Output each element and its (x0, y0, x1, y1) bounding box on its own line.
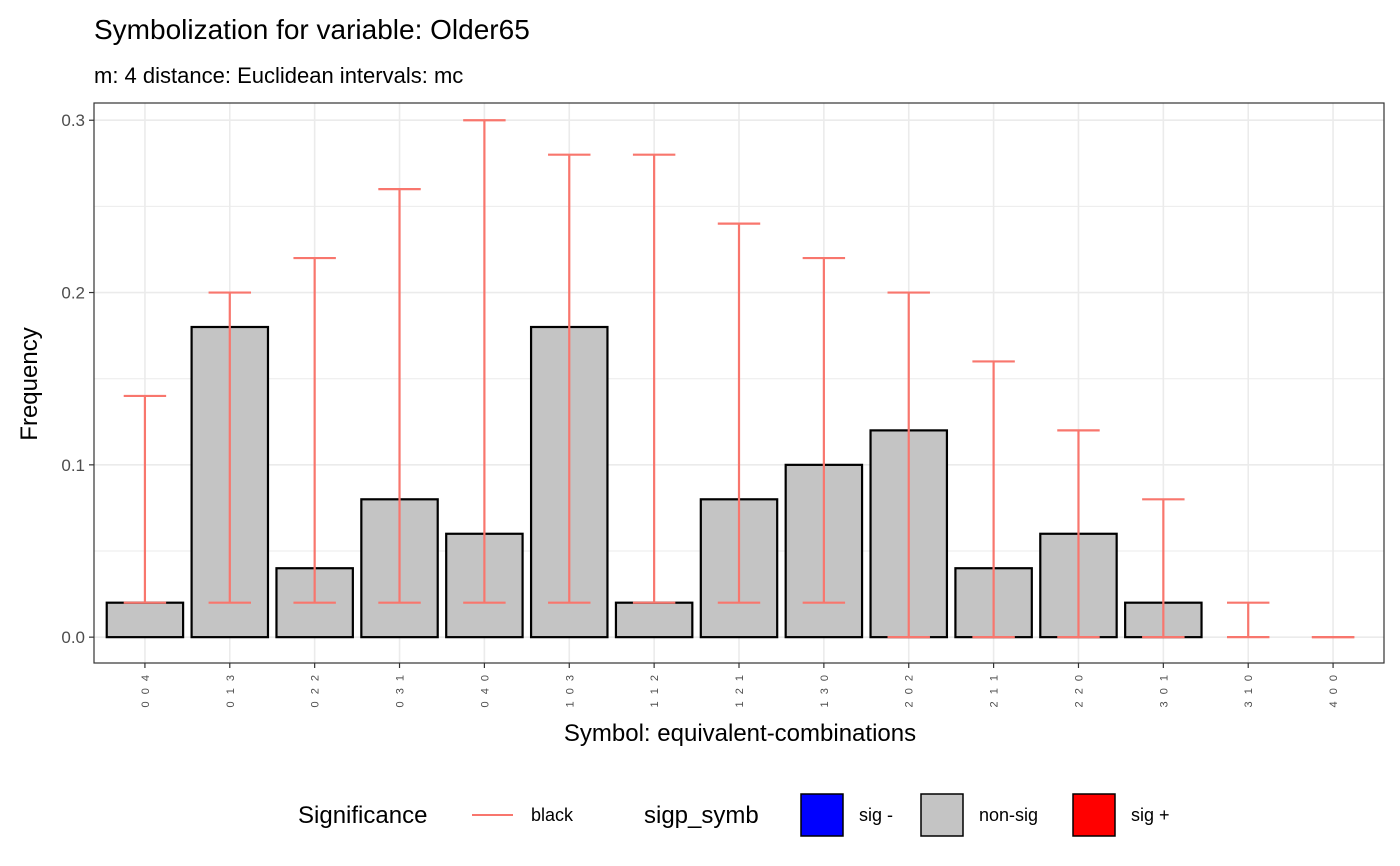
x-tick-label: 1 2 1 (734, 673, 746, 707)
x-tick-label: 3 0 1 (1158, 673, 1170, 707)
legend-label-sig-minus: sig - (859, 805, 893, 825)
x-tick-label: 2 0 2 (904, 673, 916, 707)
legend-swatch-sig-minus (800, 793, 844, 837)
x-tick-label: 1 1 2 (649, 673, 661, 707)
y-tick-label: 0.0 (61, 628, 85, 647)
legend-label-sig-plus: sig + (1131, 805, 1170, 825)
legend-sigp-title: sigp_symb (644, 802, 759, 829)
legend-swatch-sig-plus (1072, 793, 1116, 837)
x-tick-label: 1 0 3 (564, 673, 576, 707)
legend-swatch-non-sig (920, 793, 964, 837)
x-tick-label: 0 1 3 (225, 673, 237, 707)
chart-title: Symbolization for variable: Older65 (94, 14, 530, 45)
x-tick-label: 2 1 1 (989, 673, 1001, 707)
x-tick-label: 3 1 0 (1243, 673, 1255, 707)
x-tick-label: 4 0 0 (1328, 673, 1340, 707)
x-tick-label: 0 2 2 (310, 673, 322, 707)
x-tick-label: 2 2 0 (1073, 673, 1085, 707)
error-bars (123, 119, 1355, 639)
chart-subtitle: m: 4 distance: Euclidean intervals: mc (94, 63, 463, 88)
x-axis-ticks: 0 0 4 0 1 3 0 2 2 0 3 1 0 4 0 1 0 3 1 1 2 1 2 1… (140, 663, 1340, 707)
y-tick-label: 0.1 (61, 456, 85, 475)
x-tick-label: 0 3 1 (395, 673, 407, 707)
y-tick-label: 0.3 (61, 111, 85, 130)
legend-label-black: black (531, 805, 574, 825)
x-tick-label: 0 4 0 (479, 673, 491, 707)
x-tick-label: 1 3 0 (819, 673, 831, 707)
y-axis-ticks: 0.0 0.1 0.2 0.3 (61, 111, 94, 647)
y-tick-label: 0.2 (61, 284, 85, 303)
x-axis-title: Symbol: equivalent-combinations (564, 720, 916, 747)
legend-significance-title: Significance (298, 802, 427, 829)
y-axis-title: Frequency (16, 327, 43, 440)
x-tick-label: 0 0 4 (140, 673, 152, 707)
legend: Significance black sigp_symb sig - non-s… (298, 793, 1170, 837)
legend-label-non-sig: non-sig (979, 805, 1038, 825)
bar (105, 601, 185, 639)
bar (614, 601, 694, 639)
